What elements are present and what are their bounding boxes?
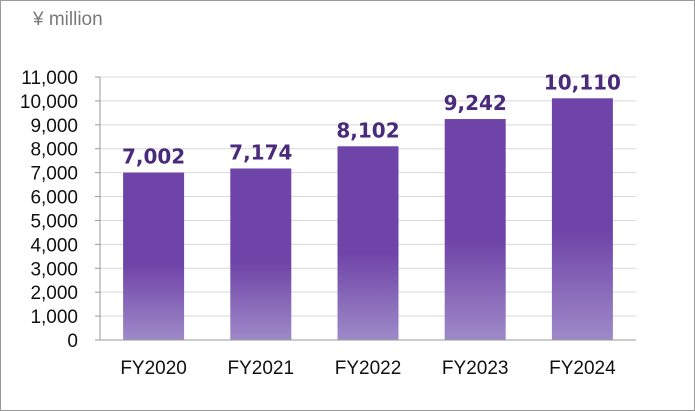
- x-category-label: FY2020: [120, 358, 187, 379]
- y-tick-label: 11,000: [21, 68, 78, 89]
- y-tick-label: 0: [67, 331, 78, 352]
- data-label: 8,102: [336, 118, 399, 142]
- x-category-label: FY2021: [228, 358, 295, 379]
- data-label: 10,110: [544, 70, 621, 94]
- y-tick-label: 3,000: [30, 259, 78, 280]
- x-category-label: FY2022: [335, 358, 402, 379]
- y-tick-label: 9,000: [30, 116, 78, 137]
- y-tick-label: 5,000: [30, 211, 78, 232]
- x-category-label: FY2024: [549, 358, 616, 379]
- x-category-label: FY2023: [442, 358, 509, 379]
- bar-fy2024: [551, 98, 613, 341]
- data-label: 7,174: [229, 140, 292, 164]
- y-tick-label: 8,000: [30, 140, 78, 161]
- x-axis-categories: FY2020 FY2021 FY2022 FY2023 FY2024: [120, 358, 616, 379]
- y-tick-label: 10,000: [20, 92, 78, 113]
- data-label: 9,242: [444, 91, 507, 115]
- bar-fy2023: [444, 119, 506, 340]
- y-tick-label: 4,000: [30, 235, 78, 256]
- unit-label: ¥ million: [33, 9, 103, 30]
- bar-fy2022: [337, 146, 399, 340]
- y-tick-label: 1,000: [30, 307, 78, 328]
- bar-fy2020: [123, 172, 185, 340]
- data-label: 7,002: [122, 145, 185, 169]
- y-tick-label: 7,000: [30, 164, 78, 185]
- y-tick-label: 2,000: [30, 283, 78, 304]
- bars: [123, 98, 613, 341]
- bar-fy2021: [230, 168, 292, 340]
- data-labels: 7,002 7,174 8,102 9,242 10,110: [122, 70, 621, 168]
- y-tick-label: 6,000: [30, 188, 78, 209]
